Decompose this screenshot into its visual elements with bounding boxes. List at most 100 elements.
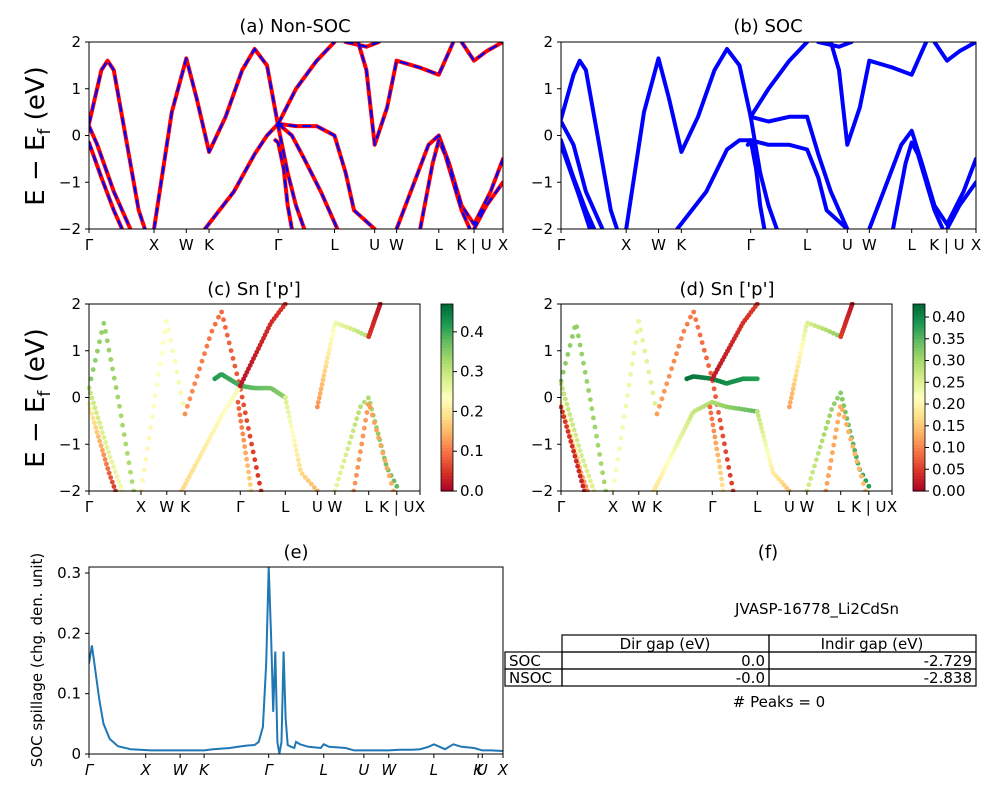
- x-tick-label: U: [358, 761, 369, 779]
- projection-point: [209, 328, 215, 334]
- projection-point: [586, 473, 592, 479]
- colorbar-segment: [441, 307, 453, 311]
- y-tick-label: 0: [71, 127, 81, 145]
- projection-point: [600, 470, 605, 476]
- projection-point: [336, 476, 341, 482]
- projection-point: [206, 336, 212, 342]
- projection-point: [361, 425, 367, 431]
- projection-point: [94, 410, 99, 416]
- projection-point: [234, 371, 240, 377]
- x-tick-label: Γ: [85, 761, 95, 779]
- colorbar-segment: [441, 381, 453, 386]
- y-tick-label: 0.1: [57, 685, 81, 703]
- projection-point: [708, 370, 714, 376]
- projection-point: [646, 369, 652, 375]
- projection-point: [285, 409, 291, 415]
- colorbar-segment: [441, 469, 453, 473]
- colorbar-segment: [441, 416, 453, 420]
- projection-point: [178, 390, 184, 396]
- colorbar-segment: [441, 310, 453, 314]
- projection-point: [580, 483, 586, 489]
- projection-point: [766, 454, 772, 460]
- colorbar-segment: [913, 425, 925, 430]
- band-line: [561, 119, 605, 229]
- projection-point: [241, 437, 247, 443]
- projection-point: [362, 332, 368, 338]
- projection-point: [243, 450, 249, 456]
- projection-point: [754, 376, 760, 382]
- projection-point: [192, 381, 198, 387]
- projection-point: [217, 417, 222, 423]
- projection-point: [372, 420, 377, 425]
- projection-point: [354, 472, 359, 478]
- colorbar-segment: [441, 304, 453, 308]
- projection-point: [719, 482, 725, 488]
- colorbar-segment: [441, 403, 453, 408]
- table-cell: [768, 668, 977, 687]
- colorbar-segment: [441, 332, 453, 336]
- projection-point: [211, 428, 217, 433]
- projection-point: [89, 411, 95, 417]
- projection-point: [676, 343, 682, 349]
- projection-point: [640, 338, 646, 343]
- projection-point: [576, 333, 581, 339]
- projection-point: [724, 457, 730, 462]
- projection-point: [242, 410, 248, 416]
- colorbar-segment: [913, 441, 925, 445]
- projection-point: [625, 393, 630, 398]
- panel-c-title: (c) Sn ['p']: [207, 279, 301, 300]
- projection-point: [250, 449, 256, 455]
- x-tick-label: L: [281, 498, 290, 516]
- projection-point: [562, 419, 568, 425]
- projection-point: [344, 324, 350, 330]
- projection-point: [125, 451, 130, 456]
- projection-point: [104, 338, 110, 344]
- projection-point: [588, 478, 593, 484]
- projection-point: [360, 433, 366, 439]
- projection-point: [767, 458, 773, 464]
- projection-point: [760, 429, 765, 435]
- projection-point: [336, 321, 342, 327]
- projection-point: [384, 465, 390, 471]
- projection-point: [688, 314, 693, 320]
- projection-point: [802, 328, 808, 334]
- projection-point: [570, 334, 575, 339]
- colorbar-segment: [913, 372, 925, 377]
- projection-point: [621, 414, 627, 420]
- projection-point: [827, 329, 833, 334]
- colorbar-segment: [441, 487, 453, 492]
- projection-point: [111, 484, 117, 489]
- projection-point: [126, 460, 132, 466]
- projection-point: [808, 321, 814, 327]
- colorbar-segment: [913, 481, 925, 486]
- projection-point: [576, 443, 581, 448]
- band-line: [419, 139, 471, 229]
- projection-point: [795, 364, 801, 369]
- projection-point: [711, 428, 717, 434]
- colorbar-segment: [913, 456, 925, 461]
- projection-point: [577, 473, 583, 479]
- projection-point: [591, 415, 596, 421]
- projection-point: [601, 479, 607, 485]
- table-row-label: NSOC: [509, 669, 552, 687]
- colorbar-segment: [441, 322, 453, 327]
- projection-point: [816, 324, 822, 330]
- projection-point: [666, 373, 672, 379]
- x-tick-label: Γ: [264, 761, 274, 779]
- projection-point: [166, 327, 172, 333]
- colorbar-tick-label: 0.15: [932, 417, 965, 435]
- band-line: [748, 42, 810, 119]
- band-line: [624, 47, 779, 229]
- projection-point: [168, 338, 174, 343]
- projection-point: [111, 464, 116, 470]
- colorbar-tick-label: 0.35: [932, 330, 965, 348]
- projection-point: [848, 436, 854, 442]
- projection-point: [295, 457, 301, 463]
- projection-point: [769, 466, 775, 472]
- panel-e-spillage: [89, 566, 503, 755]
- projection-point: [796, 359, 802, 365]
- colorbar-segment: [441, 478, 453, 483]
- x-tick-label: L: [320, 761, 328, 779]
- x-tick-label: L: [753, 498, 762, 516]
